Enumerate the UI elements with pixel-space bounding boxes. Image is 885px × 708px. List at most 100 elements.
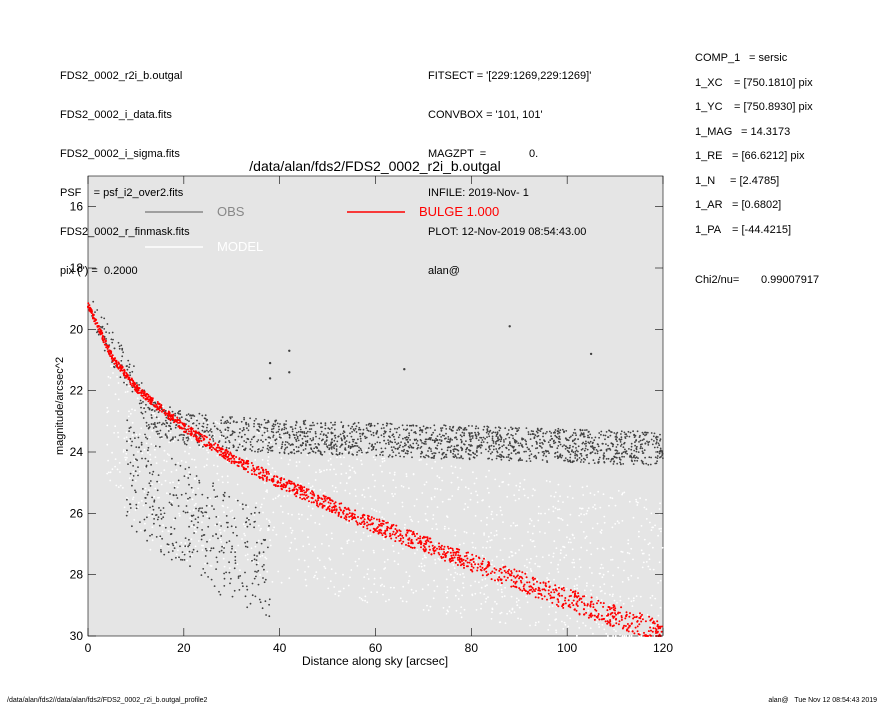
model-point (446, 549, 449, 552)
obs-point (210, 578, 213, 581)
bulge-point (554, 584, 557, 587)
obs-point (235, 449, 238, 452)
obs-point (196, 419, 198, 422)
obs-point (479, 446, 482, 449)
obs-point (589, 452, 592, 455)
model-point (453, 567, 456, 570)
obs-point (149, 506, 151, 509)
model-point (631, 605, 634, 607)
obs-point (554, 429, 557, 431)
obs-point (516, 430, 518, 432)
bulge-point (223, 456, 226, 459)
obs-point (162, 507, 165, 509)
model-point (553, 578, 555, 581)
obs-point (478, 432, 480, 435)
model-point (334, 572, 337, 575)
obs-point (145, 502, 147, 505)
model-point (281, 436, 284, 438)
bulge-point (322, 500, 325, 503)
obs-point (222, 499, 225, 502)
model-point (405, 600, 408, 603)
obs-point (183, 434, 186, 436)
obs-point (475, 425, 478, 428)
obs-point (589, 445, 592, 448)
obs-point (618, 438, 621, 441)
model-point (445, 591, 447, 594)
obs-point (561, 445, 564, 448)
model-point (278, 446, 280, 449)
obs-point (261, 449, 264, 452)
obs-point (638, 436, 641, 438)
obs-point (129, 507, 132, 509)
model-point (452, 564, 455, 566)
obs-point (148, 472, 151, 474)
model-point (450, 481, 453, 484)
bulge-point (567, 599, 570, 602)
obs-point (118, 347, 121, 350)
bulge-point (318, 503, 321, 506)
model-point (491, 611, 493, 614)
model-point (562, 628, 565, 630)
model-point (175, 469, 178, 472)
obs-point (204, 571, 206, 574)
obs-point (656, 457, 659, 459)
obs-point (230, 577, 232, 580)
model-point (202, 447, 205, 450)
bulge-point (515, 575, 518, 578)
obs-point (636, 459, 639, 462)
model-point (446, 609, 449, 612)
bulge-point (551, 601, 554, 604)
model-point (590, 553, 593, 556)
model-point (405, 571, 408, 573)
bulge-point (476, 569, 479, 572)
obs-point (372, 446, 375, 449)
obs-point (159, 535, 162, 538)
model-point (561, 585, 564, 588)
model-point (486, 487, 489, 490)
obs-point (202, 422, 205, 425)
obs-point (308, 451, 311, 454)
bulge-point (178, 419, 180, 421)
bulge-point (389, 532, 391, 535)
bulge-point (240, 461, 243, 464)
obs-point (440, 448, 443, 451)
model-point (457, 486, 460, 489)
obs-point (313, 424, 315, 427)
model-point (564, 623, 567, 626)
obs-point (340, 421, 343, 424)
model-point (619, 595, 622, 598)
obs-point (134, 489, 136, 492)
obs-point (497, 437, 499, 440)
obs-point (575, 434, 577, 437)
obs-point (138, 402, 141, 405)
model-point (362, 587, 365, 590)
obs-point (411, 456, 413, 459)
model-point (191, 498, 194, 501)
model-point (518, 606, 521, 609)
obs-point (575, 453, 578, 456)
model-point (381, 516, 384, 519)
obs-point (372, 434, 375, 437)
obs-point (527, 431, 530, 433)
bulge-point (481, 560, 484, 563)
obs-point (573, 428, 576, 431)
obs-point (384, 431, 387, 434)
obs-point (267, 546, 269, 549)
obs-point (614, 449, 617, 452)
obs-point (159, 509, 162, 512)
model-point (314, 546, 317, 548)
model-point (439, 488, 442, 491)
bulge-point (443, 553, 446, 556)
bulge-point (317, 505, 320, 508)
bulge-point (569, 589, 572, 592)
obs-point (447, 438, 450, 440)
obs-point (349, 432, 351, 435)
obs-point (250, 449, 253, 452)
obs-point (175, 541, 178, 544)
bulge-point (612, 624, 615, 627)
model-point (195, 530, 198, 533)
model-point (437, 557, 440, 560)
model-point (603, 521, 606, 524)
obs-point (189, 542, 191, 545)
model-point (151, 526, 154, 529)
